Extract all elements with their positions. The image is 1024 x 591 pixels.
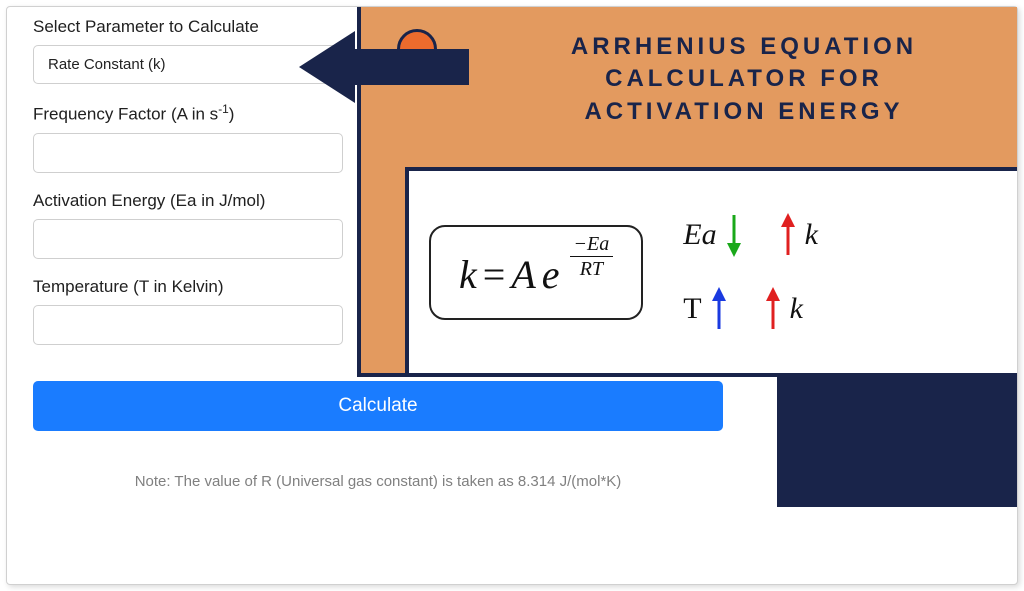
equation-panel: k = A e −Ea RT Ea (405, 167, 1017, 373)
pointer-arrow-icon (299, 31, 469, 103)
arrow-up-icon (710, 287, 728, 331)
eq-equals: = (483, 251, 506, 298)
trend-row-ea: Ea k (683, 213, 818, 257)
frequency-factor-input[interactable] (33, 133, 343, 173)
eq-exp-den: RT (580, 257, 603, 279)
trend-ea-label: Ea (683, 218, 716, 252)
navy-decor-block (777, 377, 1017, 507)
parameter-select[interactable]: Rate Constant (k) (33, 45, 343, 84)
arrow-down-icon (725, 213, 743, 257)
trend-k-label: k (805, 218, 818, 252)
arrow-up-icon (779, 213, 797, 257)
banner-title-line: CALCULATOR FOR (491, 63, 997, 95)
temperature-input[interactable] (33, 305, 343, 345)
trend-t-label: T (683, 292, 701, 326)
arrhenius-equation: k = A e −Ea RT (429, 225, 643, 320)
app-frame: Select Parameter to Calculate Rate Const… (6, 6, 1018, 585)
eq-exp-num: −Ea (570, 234, 614, 257)
trend-relationships: Ea k T (683, 213, 818, 331)
arrow-up-icon (764, 287, 782, 331)
gas-constant-note: Note: The value of R (Universal gas cons… (33, 473, 723, 490)
eq-e: e (542, 251, 560, 298)
eq-A: A (511, 251, 535, 298)
banner-title-line: ARRHENIUS EQUATION (491, 31, 997, 63)
banner-title-line: ACTIVATION ENERGY (491, 96, 997, 128)
eq-exponent: −Ea RT (570, 234, 614, 279)
trend-row-t: T k (683, 287, 818, 331)
eq-k: k (459, 251, 477, 298)
activation-energy-input[interactable] (33, 219, 343, 259)
calculate-button[interactable]: Calculate (33, 381, 723, 431)
parameter-select-value: Rate Constant (k) (48, 56, 166, 73)
banner-title: ARRHENIUS EQUATION CALCULATOR FOR ACTIVA… (491, 31, 997, 128)
title-banner: ARRHENIUS EQUATION CALCULATOR FOR ACTIVA… (357, 7, 1017, 377)
trend-k-label: k (790, 292, 803, 326)
